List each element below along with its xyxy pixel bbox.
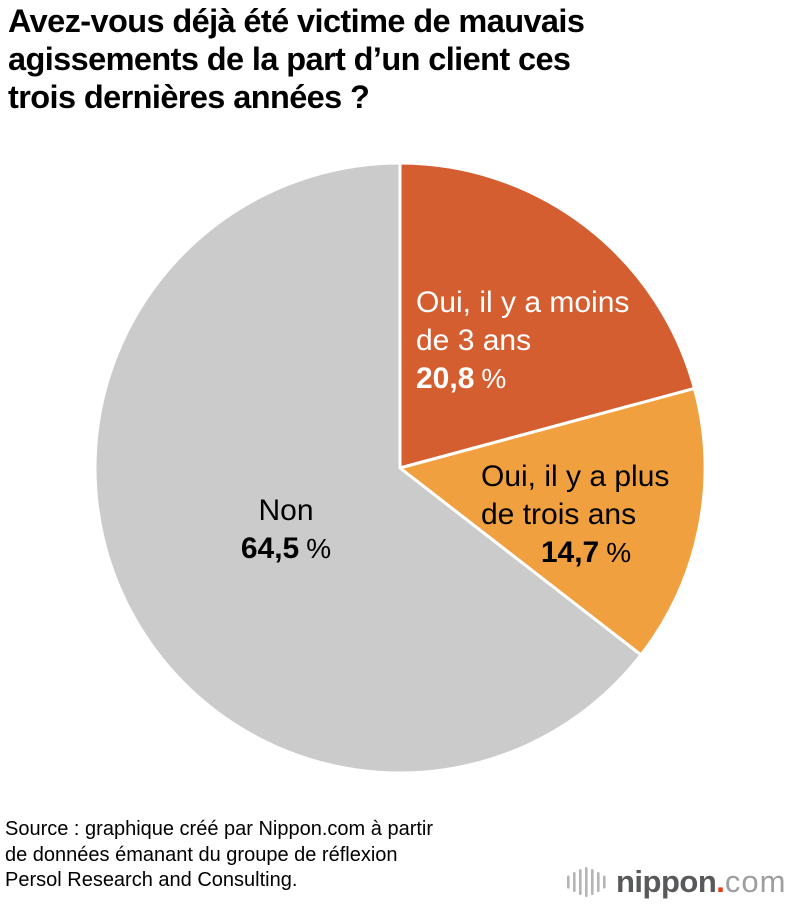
slice-label-text: Oui, il y a moins [416, 286, 630, 319]
slice-value-number: 64,5 [240, 532, 300, 565]
chart-title: Avez-vous déjà été victime de mauvais ag… [8, 2, 796, 116]
slice-label-oui-plus-3-ans: Oui, il y a plus de trois ans 14,7% [481, 458, 691, 572]
source-line-1: Source : graphique créé par Nippon.com à… [5, 818, 434, 840]
slice-value: 64,5% [241, 530, 331, 568]
chart-title-line-2: agissements de la part d’un client ces [8, 41, 571, 77]
slice-label-oui-moins-3-ans: Oui, il y a moins de 3 ans 20,8% [416, 284, 629, 398]
pie-slice-2 [93, 161, 643, 775]
slice-value-unit: % [481, 363, 507, 394]
logo-name: nippon [616, 864, 717, 899]
source-line-3: Persol Research and Consulting. [5, 869, 298, 891]
slice-value-unit: % [306, 533, 332, 564]
nippon-com-logo: nippon. com [566, 862, 787, 902]
chart-title-line-1: Avez-vous déjà été victime de mauvais [8, 3, 585, 39]
source-line-2: de données émanant du groupe de réflexio… [5, 843, 398, 866]
slice-value-number: 20,8 [416, 362, 475, 395]
slice-value: 14,7% [481, 534, 691, 572]
soundwave-icon [567, 867, 606, 897]
chart-title-line-3: trois dernières années ? [8, 79, 370, 115]
logo-dot: . [716, 864, 725, 899]
slice-value: 20,8% [416, 360, 629, 398]
slice-label-text: de trois ans [481, 498, 637, 531]
slice-label-non: Non 64,5% [241, 492, 331, 568]
pie-slice-0 [398, 161, 696, 470]
slice-label-text: Non [258, 494, 314, 527]
source-note: Source : graphique créé par Nippon.com à… [5, 817, 433, 894]
pie-slice-1 [398, 386, 707, 657]
pie-chart-svg [93, 161, 707, 775]
logo-tld: com [724, 864, 787, 899]
slice-label-text: Oui, il y a plus [481, 460, 670, 493]
slice-value-number: 14,7 [540, 536, 600, 569]
slice-value-unit: % [606, 537, 632, 568]
pie-chart [92, 160, 708, 776]
slice-label-text: de 3 ans [416, 324, 532, 357]
